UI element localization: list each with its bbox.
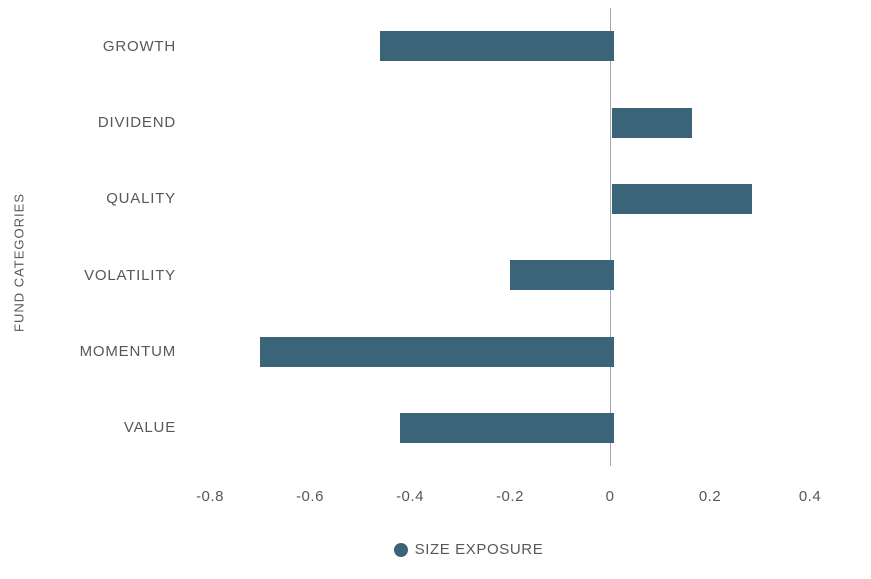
bar-quality[interactable] bbox=[612, 183, 752, 214]
x-tick-label-0: 0 bbox=[605, 488, 615, 505]
legend-marker-circle-icon bbox=[393, 543, 408, 557]
x-tick-label-0.4: 0.4 bbox=[798, 488, 822, 505]
legend-label: SIZE EXPOSURE bbox=[414, 541, 544, 558]
x-tick-label--0.8: -0.8 bbox=[196, 488, 224, 505]
x-tick-label--0.2: -0.2 bbox=[496, 488, 524, 505]
category-label-value: VALUE bbox=[123, 419, 176, 437]
category-label-dividend: DIVIDEND bbox=[97, 114, 176, 131]
zero-axis-line bbox=[610, 8, 611, 466]
legend[interactable]: SIZE EXPOSURE bbox=[0, 542, 871, 558]
bar-growth[interactable] bbox=[380, 31, 614, 62]
category-label-volatility: VOLATILITY bbox=[84, 266, 176, 284]
x-tick-label--0.4: -0.4 bbox=[396, 488, 424, 505]
x-tick-label-0.2: 0.2 bbox=[698, 488, 722, 505]
bar-dividend[interactable] bbox=[612, 107, 692, 138]
bar-momentum[interactable] bbox=[260, 336, 614, 367]
bar-volatility[interactable] bbox=[510, 260, 614, 291]
category-label-growth: GROWTH bbox=[102, 37, 176, 55]
category-label-quality: QUALITY bbox=[106, 190, 176, 208]
legend-item-size-exposure[interactable]: SIZE EXPOSURE bbox=[393, 541, 544, 558]
category-label-momentum: MOMENTUM bbox=[79, 343, 176, 360]
x-tick-label--0.6: -0.6 bbox=[296, 488, 324, 505]
bar-value[interactable] bbox=[400, 412, 614, 443]
